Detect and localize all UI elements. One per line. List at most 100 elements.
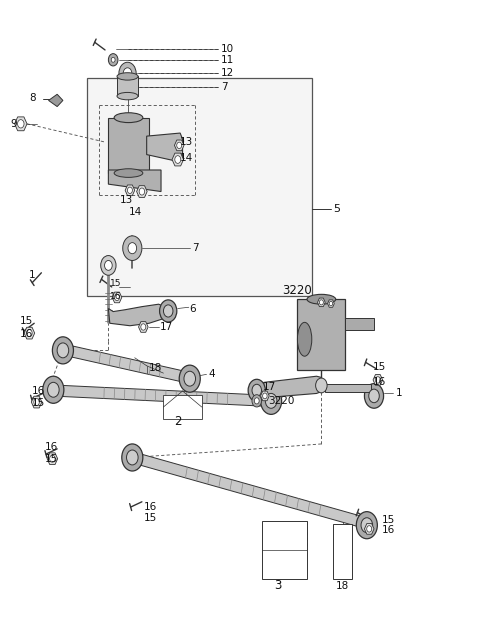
Circle shape <box>159 300 177 322</box>
Text: 14: 14 <box>180 152 193 163</box>
Circle shape <box>252 384 262 397</box>
Circle shape <box>111 57 115 62</box>
Polygon shape <box>48 94 63 107</box>
Text: 8: 8 <box>29 93 36 103</box>
Circle shape <box>317 379 326 392</box>
Text: 13: 13 <box>180 138 193 147</box>
Polygon shape <box>364 524 374 534</box>
Circle shape <box>128 242 137 254</box>
Polygon shape <box>72 346 188 383</box>
Ellipse shape <box>298 322 312 356</box>
Circle shape <box>263 393 267 399</box>
Circle shape <box>316 378 327 393</box>
Circle shape <box>369 389 379 403</box>
Polygon shape <box>31 396 42 408</box>
Text: 15: 15 <box>32 398 45 408</box>
Circle shape <box>27 329 32 337</box>
Bar <box>345 318 374 330</box>
Circle shape <box>43 376 64 404</box>
Circle shape <box>375 377 380 383</box>
Polygon shape <box>327 300 334 307</box>
Text: 7: 7 <box>192 243 199 253</box>
Bar <box>117 77 138 96</box>
Bar <box>108 118 149 173</box>
Polygon shape <box>373 375 383 385</box>
Circle shape <box>18 120 24 128</box>
Circle shape <box>57 343 69 358</box>
Polygon shape <box>318 298 325 307</box>
Ellipse shape <box>114 169 143 177</box>
Circle shape <box>252 395 262 407</box>
Text: 15: 15 <box>45 454 58 465</box>
Circle shape <box>108 54 118 66</box>
Circle shape <box>248 379 265 402</box>
Circle shape <box>164 305 173 317</box>
Polygon shape <box>108 304 169 326</box>
Circle shape <box>34 399 39 405</box>
Text: 14: 14 <box>129 207 142 217</box>
Polygon shape <box>261 391 269 400</box>
Circle shape <box>177 142 182 149</box>
Bar <box>333 524 352 579</box>
Text: 16: 16 <box>144 502 157 512</box>
Ellipse shape <box>117 73 138 80</box>
Text: 9: 9 <box>10 119 17 129</box>
Circle shape <box>261 387 282 415</box>
Circle shape <box>101 255 116 275</box>
Polygon shape <box>125 185 135 196</box>
Polygon shape <box>174 140 184 151</box>
Circle shape <box>122 444 143 471</box>
Ellipse shape <box>114 113 143 123</box>
Text: 17: 17 <box>263 383 276 392</box>
Circle shape <box>123 236 142 260</box>
Circle shape <box>48 383 59 397</box>
Circle shape <box>49 455 55 462</box>
Text: 3: 3 <box>275 579 282 592</box>
Polygon shape <box>63 386 269 407</box>
Text: 17: 17 <box>159 322 173 332</box>
Circle shape <box>123 68 132 79</box>
Text: 6: 6 <box>190 304 196 313</box>
Text: 1: 1 <box>28 270 35 280</box>
Circle shape <box>52 337 73 364</box>
Text: 11: 11 <box>221 55 234 65</box>
Polygon shape <box>47 453 58 465</box>
Polygon shape <box>108 170 161 191</box>
Circle shape <box>329 301 333 306</box>
Circle shape <box>105 260 112 270</box>
Bar <box>87 78 312 296</box>
Circle shape <box>179 365 200 392</box>
Bar <box>262 521 307 579</box>
Circle shape <box>119 62 136 85</box>
Circle shape <box>184 371 195 386</box>
Text: 2: 2 <box>174 415 181 428</box>
Polygon shape <box>172 153 183 166</box>
Ellipse shape <box>307 294 336 304</box>
Text: 1: 1 <box>396 389 402 399</box>
Text: 15: 15 <box>373 362 386 372</box>
Text: 16: 16 <box>382 524 395 534</box>
Text: 18: 18 <box>336 581 349 590</box>
Circle shape <box>175 155 181 164</box>
Text: 16: 16 <box>373 378 386 387</box>
Circle shape <box>319 300 324 305</box>
Text: 15: 15 <box>382 515 395 524</box>
Bar <box>298 299 345 370</box>
Polygon shape <box>137 186 147 197</box>
Circle shape <box>356 511 377 539</box>
Circle shape <box>141 324 146 330</box>
Text: 16: 16 <box>110 292 121 300</box>
Polygon shape <box>141 455 365 528</box>
Text: 13: 13 <box>120 195 132 205</box>
Polygon shape <box>14 117 27 131</box>
Polygon shape <box>147 133 182 162</box>
Text: 7: 7 <box>221 82 228 92</box>
Circle shape <box>115 294 120 300</box>
Circle shape <box>127 187 132 194</box>
Text: 15: 15 <box>144 513 157 523</box>
Text: 3220: 3220 <box>268 396 294 406</box>
Bar <box>163 395 202 420</box>
Text: 3220: 3220 <box>282 284 312 297</box>
Text: 12: 12 <box>221 68 234 78</box>
Polygon shape <box>112 292 122 303</box>
